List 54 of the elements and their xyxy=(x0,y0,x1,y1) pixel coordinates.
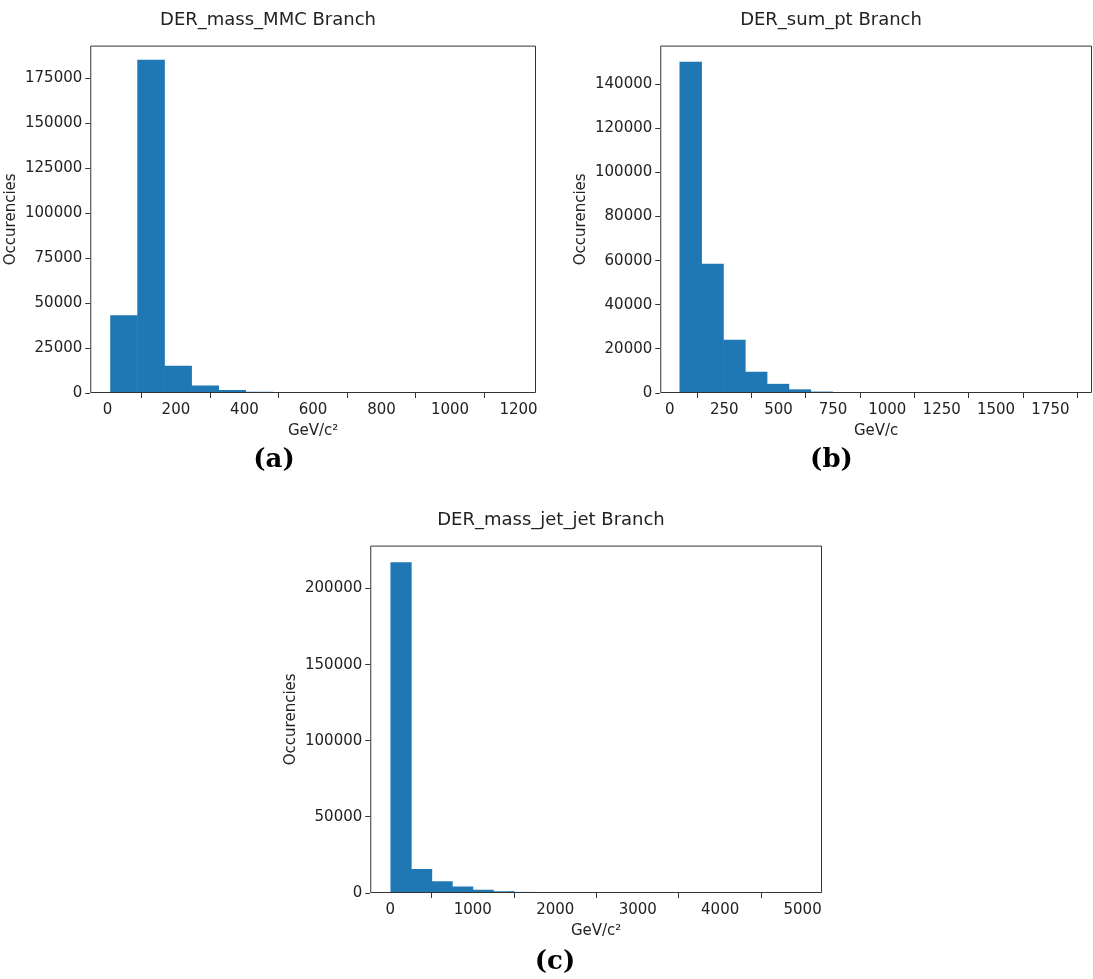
y-tick-label: 100000 xyxy=(595,162,653,181)
x-tick-label: 0 xyxy=(665,399,675,418)
y-tick-label: 0 xyxy=(352,882,363,901)
x-tick-label: 800 xyxy=(367,399,396,418)
x-axis-title: GeV/c² xyxy=(287,420,339,439)
y-tick-label: 0 xyxy=(642,382,653,401)
y-axis-title: Occurencies xyxy=(280,673,299,766)
x-tick-label: 1200 xyxy=(499,399,538,418)
y-tick-label: 200000 xyxy=(305,578,363,597)
y-tick-label: 75000 xyxy=(34,247,83,266)
x-tick-label: 1250 xyxy=(922,399,961,418)
y-tick-label: 80000 xyxy=(604,206,653,225)
text: (c) xyxy=(533,945,577,975)
text: (b) xyxy=(809,443,854,473)
x-tick-label: 4000 xyxy=(701,899,740,918)
text: (a) xyxy=(252,443,296,473)
x-tick-label: 400 xyxy=(230,399,259,418)
x-tick-label: 1000 xyxy=(453,899,492,918)
x-axis-title: GeV/c xyxy=(853,420,899,439)
x-tick-label: 0 xyxy=(102,399,113,418)
y-tick-label: 20000 xyxy=(604,338,653,357)
x-axis-title: GeV/c² xyxy=(570,920,622,939)
x-tick-label: 5000 xyxy=(783,899,822,918)
y-tick-label: 140000 xyxy=(595,74,653,93)
x-tick-label: 1000 xyxy=(430,399,470,418)
x-tick-label: 0 xyxy=(385,899,396,918)
y-tick-label: 175000 xyxy=(25,67,83,86)
y-tick-label: 120000 xyxy=(595,118,653,137)
y-tick-label: 125000 xyxy=(25,157,83,176)
x-tick-label: 200 xyxy=(161,399,191,418)
y-tick-label: 0 xyxy=(72,382,83,401)
y-tick-label: 50000 xyxy=(34,292,83,311)
y-tick-label: 40000 xyxy=(604,294,653,313)
y-tick-label: 50000 xyxy=(314,806,363,825)
y-tick-label: 60000 xyxy=(604,250,653,269)
y-tick-label: 150000 xyxy=(25,112,83,131)
x-tick-label: 1500 xyxy=(976,399,1016,418)
x-tick-label: 250 xyxy=(709,399,739,418)
y-tick-label: 25000 xyxy=(34,337,83,356)
x-tick-label: 500 xyxy=(764,399,793,418)
x-tick-label: 1000 xyxy=(868,399,907,418)
y-tick-label: 100000 xyxy=(25,202,83,221)
x-tick-label: 1750 xyxy=(1031,399,1070,418)
x-tick-label: 750 xyxy=(818,399,848,418)
y-axis-title: Occurencies xyxy=(570,173,589,266)
chart-title: DER_mass_MMC Branch xyxy=(160,8,376,31)
y-tick-label: 150000 xyxy=(305,654,363,673)
y-axis-title: Occurencies xyxy=(0,173,19,266)
chart-title: DER_sum_pt Branch xyxy=(740,8,922,31)
y-tick-label: 100000 xyxy=(305,730,363,749)
chart-title: DER_mass_jet_jet Branch xyxy=(437,508,665,531)
x-tick-label: 2000 xyxy=(536,899,575,918)
x-tick-label: 600 xyxy=(298,399,328,418)
x-tick-label: 3000 xyxy=(618,899,657,918)
